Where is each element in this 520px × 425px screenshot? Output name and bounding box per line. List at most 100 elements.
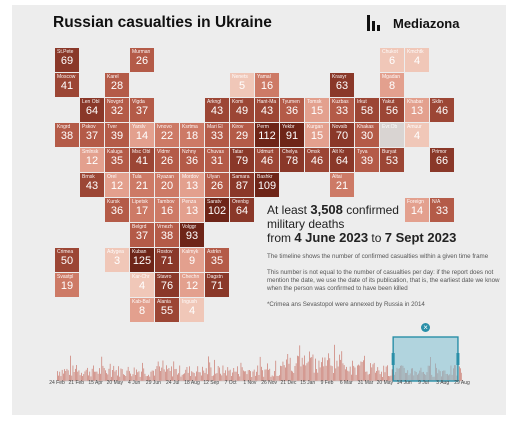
region-tile[interactable]: Kursk 36 [105,198,129,222]
region-tile[interactable]: Chuvas 31 [205,148,229,172]
region-value: 6 [388,55,396,67]
timeline-bar [375,372,376,381]
timeline-bar [151,370,153,381]
region-tile[interactable]: Khakas 30 [355,123,379,147]
region-tile[interactable]: Pskov 37 [80,123,104,147]
region-tile[interactable]: Astrkn 35 [205,248,229,272]
region-tile[interactable]: Vldmr 26 [155,148,179,172]
region-tile[interactable]: Yakut 56 [380,98,404,122]
region-name: Stavro [157,274,172,280]
region-name: Chukot [382,49,398,55]
timeline-chart[interactable] [57,335,462,387]
region-tile[interactable]: Tomsk 15 [305,98,329,122]
region-tile[interactable]: Moscow 41 [55,73,79,97]
region-tile[interactable]: Sklin 46 [430,98,454,122]
region-tile[interactable]: Kar-Chr 4 [130,273,154,297]
region-tile[interactable]: Amuur 4 [405,123,429,147]
region-tile[interactable]: Crimea 50 [55,248,79,272]
region-tile[interactable]: Vlgda 37 [130,98,154,122]
timeline-bar [346,366,347,381]
region-tile[interactable]: Yarslv 14 [130,123,154,147]
region-tile[interactable]: Novsib 70 [330,123,354,147]
region-tile[interactable]: Ksrtma 18 [180,123,204,147]
region-tile[interactable]: Ulyan 26 [205,173,229,197]
region-tile[interactable]: Belgrd 37 [130,223,154,247]
region-tile[interactable]: Bashkr 109 [255,173,279,197]
region-tile[interactable]: Msc Obl 41 [130,148,154,172]
region-tile[interactable]: Khabar 13 [405,98,429,122]
region-tile[interactable]: Nenets 5 [230,73,254,97]
region-tile[interactable]: St.Pete 69 [55,48,79,72]
region-tile[interactable]: Adygea 3 [105,248,129,272]
region-tile[interactable]: Mordov 13 [180,173,204,197]
region-tile[interactable]: Primor 66 [430,148,454,172]
region-tile[interactable]: Mgadan 8 [380,73,404,97]
region-tile[interactable]: Yamal 16 [255,73,279,97]
region-tile[interactable]: Rostov 71 [155,248,179,272]
region-tile[interactable]: Tyva 39 [355,148,379,172]
region-tile[interactable]: Volggr 93 [180,223,204,247]
region-tile[interactable]: Omsk 46 [305,148,329,172]
brand-logo[interactable]: Mediazona [367,15,459,31]
region-tile[interactable]: Kaluga 35 [105,148,129,172]
region-tile[interactable]: Hant-Ma 43 [255,98,279,122]
region-tile[interactable]: Alt Kr 64 [330,148,354,172]
region-tile[interactable]: Samara 87 [230,173,254,197]
region-tile[interactable]: Arkngl 43 [205,98,229,122]
region-tile[interactable]: Len Obl 64 [80,98,104,122]
region-tile[interactable]: Perm 112 [255,123,279,147]
region-tile[interactable]: Alania 55 [155,298,179,322]
region-tile[interactable]: Krasyr 63 [330,73,354,97]
region-tile[interactable]: Stavro 76 [155,273,179,297]
timeline-tick-label: 1 Nov [243,380,257,386]
region-tile[interactable]: Nzhny 36 [180,148,204,172]
region-tile[interactable]: Murman 26 [130,48,154,72]
timeline-bar [159,366,160,381]
timeline-bar [217,366,219,381]
region-tile[interactable]: Orel 12 [105,173,129,197]
region-tile[interactable]: Tyumen 36 [280,98,304,122]
region-tile[interactable]: Chelya 78 [280,148,304,172]
region-tile[interactable]: Kurgan 15 [305,123,329,147]
region-tile[interactable]: Kuzbas 33 [330,98,354,122]
region-tile[interactable]: Altai 21 [330,173,354,197]
region-tile[interactable]: Novgrd 32 [105,98,129,122]
region-tile[interactable]: Dagstn 71 [205,273,229,297]
clear-selection-button[interactable]: × [421,323,431,332]
region-tile[interactable]: Kngrd 38 [55,123,79,147]
region-tile[interactable]: Mari El 33 [205,123,229,147]
region-tile[interactable]: Smlnsk 12 [80,148,104,172]
region-tile[interactable]: Tambov 16 [155,198,179,222]
region-tile[interactable]: Kalmyk 9 [180,248,204,272]
region-tile[interactable]: Lipetsk 17 [130,198,154,222]
region-tile[interactable]: Yekbr 91 [280,123,304,147]
region-tile[interactable]: Chechn 12 [180,273,204,297]
region-name: Orenbg [232,199,249,205]
region-tile[interactable]: Tula 21 [130,173,154,197]
region-tile[interactable]: N/A 33 [430,198,454,222]
region-tile[interactable]: Orenbg 64 [230,198,254,222]
region-tile[interactable]: Evr.Ob [380,123,404,147]
region-tile[interactable]: Kirov 29 [230,123,254,147]
region-tile[interactable]: Brnsk 43 [80,173,104,197]
region-tile[interactable]: Karel 28 [105,73,129,97]
region-tile[interactable]: Chukot 6 [380,48,404,72]
region-value: 16 [260,80,274,92]
region-tile[interactable]: Tver 39 [105,123,129,147]
region-tile[interactable]: Foreign 14 [405,198,429,222]
region-tile[interactable]: Ivnovo 22 [155,123,179,147]
region-tile[interactable]: Buryat 53 [380,148,404,172]
region-tile[interactable]: Kmchtk 4 [405,48,429,72]
region-tile[interactable]: Udmurt 46 [255,148,279,172]
region-tile[interactable]: Svastpl 19 [55,273,79,297]
region-tile[interactable]: Saratv 102 [205,198,229,222]
region-tile[interactable]: Vrnezh 38 [155,223,179,247]
region-tile[interactable]: Komi 49 [230,98,254,122]
region-tile[interactable]: Tatar 79 [230,148,254,172]
region-tile[interactable]: Kab-Bal 8 [130,298,154,322]
region-tile[interactable]: Penza 13 [180,198,204,222]
region-tile[interactable]: Ryazan 20 [155,173,179,197]
region-tile[interactable]: Ingush 4 [180,298,204,322]
region-tile[interactable]: Kuban 125 [130,248,154,272]
region-tile[interactable]: Irkut 58 [355,98,379,122]
